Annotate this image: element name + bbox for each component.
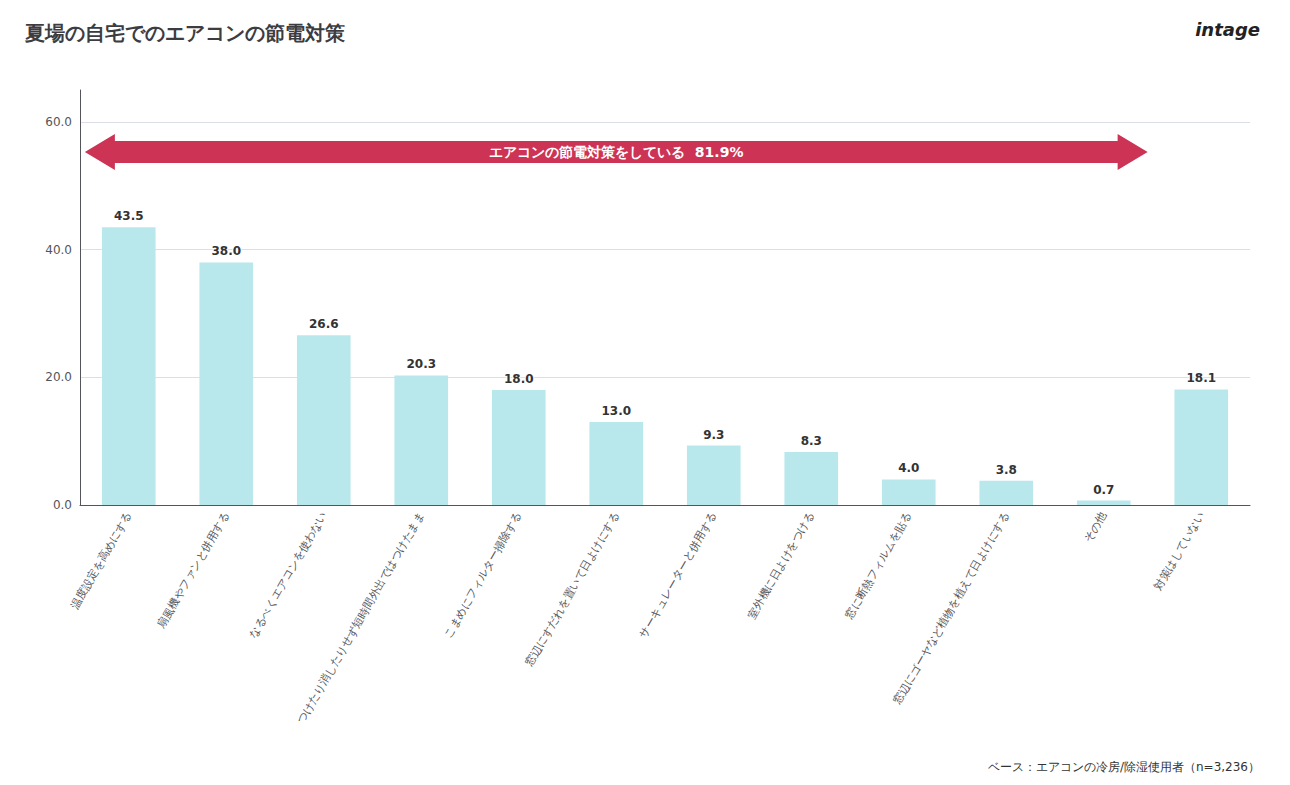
svg-text:こまめにフィルター掃除する: こまめにフィルター掃除する xyxy=(442,510,525,640)
svg-text:40.0: 40.0 xyxy=(45,243,72,257)
svg-text:0.7: 0.7 xyxy=(1093,483,1114,497)
svg-text:エアコンの節電対策をしている 81.9%: エアコンの節電対策をしている 81.9% xyxy=(489,144,743,160)
svg-text:窓辺にゴーヤなど植物を植えて日よけにする: 窓辺にゴーヤなど植物を植えて日よけにする xyxy=(891,510,1012,707)
svg-text:0.0: 0.0 xyxy=(53,498,72,512)
svg-text:対策はしていない: 対策はしていない xyxy=(1152,510,1207,593)
svg-text:窓に断熱フィルムを貼る: 窓に断熱フィルムを貼る xyxy=(843,510,915,621)
svg-text:26.6: 26.6 xyxy=(309,317,339,331)
svg-text:18.0: 18.0 xyxy=(504,372,534,386)
svg-text:18.1: 18.1 xyxy=(1186,371,1216,385)
svg-text:4.0: 4.0 xyxy=(898,461,919,475)
svg-text:intage: intage xyxy=(1195,19,1260,40)
svg-text:夏場の自宅でのエアコンの節電対策: 夏場の自宅でのエアコンの節電対策 xyxy=(24,21,345,45)
svg-text:窓辺にすだれを置いて日よけにする: 窓辺にすだれを置いて日よけにする xyxy=(523,510,622,669)
svg-text:3.8: 3.8 xyxy=(996,463,1017,477)
svg-text:ベース：エアコンの冷房/除湿使用者（n=3,236）: ベース：エアコンの冷房/除湿使用者（n=3,236） xyxy=(988,760,1260,774)
svg-text:9.3: 9.3 xyxy=(703,428,724,442)
svg-text:20.0: 20.0 xyxy=(45,370,72,384)
svg-text:60.0: 60.0 xyxy=(45,115,72,129)
svg-text:13.0: 13.0 xyxy=(601,404,631,418)
svg-text:温度設定を高めにする: 温度設定を高めにする xyxy=(68,510,134,612)
svg-text:サーキュレーターと併用する: サーキュレーターと併用する xyxy=(637,510,720,640)
svg-text:なるべくエアコンを使わない: なるべくエアコンを使わない xyxy=(247,510,330,640)
svg-text:38.0: 38.0 xyxy=(211,244,241,258)
svg-text:つけたり消したりせず短時間外出ではつけたまま: つけたり消したりせず短時間外出ではつけたまま xyxy=(295,510,427,726)
svg-text:その他: その他 xyxy=(1082,510,1110,545)
svg-text:20.3: 20.3 xyxy=(406,357,436,371)
svg-text:43.5: 43.5 xyxy=(114,209,144,223)
svg-text:室外機に日よけをつける: 室外機に日よけをつける xyxy=(745,510,817,621)
svg-text:8.3: 8.3 xyxy=(801,434,822,448)
svg-text:扇風機やファンと併用する: 扇風機やファンと併用する xyxy=(155,510,232,631)
